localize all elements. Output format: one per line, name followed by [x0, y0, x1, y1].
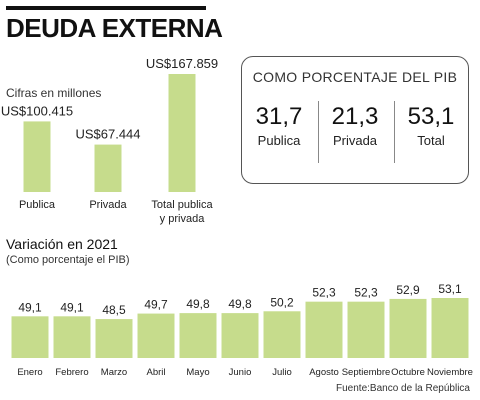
- value-label: 48,5: [102, 303, 126, 317]
- category-label: Publica: [19, 199, 56, 211]
- category-label: Julio: [272, 367, 292, 378]
- value-label: 49,1: [18, 300, 42, 314]
- category-label: Enero: [17, 367, 42, 378]
- monthly-bar-chart: 49,1 Enero 49,1 Febrero 48,5 Marzo 49,7 Abril 49…: [11, 282, 473, 378]
- category-label: Agosto: [309, 367, 339, 378]
- monthly-note: (Como porcentaje el PIB): [6, 254, 130, 266]
- value-label: 49,8: [228, 297, 252, 311]
- category-label: y privada: [160, 213, 206, 225]
- category-label: Junio: [229, 367, 252, 378]
- percent-label: Publica: [257, 133, 301, 148]
- bar: [137, 313, 175, 358]
- value-label: US$167.859: [146, 56, 218, 71]
- bar: [11, 316, 49, 358]
- bar: [347, 301, 385, 358]
- percent-of-gdp-box: COMO PORCENTAJE DEL PIB 31,7 Publica 21,…: [241, 56, 469, 184]
- category-label: Octubre: [391, 367, 425, 378]
- category-label: Privada: [89, 199, 127, 211]
- category-label: Abril: [146, 367, 165, 378]
- bar: [305, 301, 343, 358]
- source-note: Fuente:Banco de la República: [336, 383, 470, 394]
- bar: [431, 298, 469, 358]
- bar: [221, 313, 259, 358]
- category-label: Febrero: [55, 367, 88, 378]
- value-label: 52,3: [354, 286, 378, 300]
- category-label: Noviembre: [427, 367, 473, 378]
- value-label: 50,2: [270, 295, 294, 309]
- monthly-title: Variación en 2021: [6, 236, 118, 252]
- value-label: 49,1: [60, 300, 84, 314]
- debt-bar-chart: US$100.415 Publica US$67.444 Privada US$167.…: [1, 56, 218, 225]
- bar: [389, 298, 427, 358]
- page-title: DEUDA EXTERNA: [6, 13, 223, 43]
- value-label: 53,1: [438, 282, 462, 296]
- category-label: Marzo: [101, 367, 127, 378]
- bar: [53, 316, 91, 358]
- category-label: Total publica: [151, 199, 213, 211]
- percent-divider: [318, 101, 319, 163]
- percent-item-publica: 31,7 Publica: [242, 103, 316, 148]
- bar: [168, 74, 196, 192]
- value-label: 49,7: [144, 298, 168, 312]
- value-label: 49,8: [186, 297, 210, 311]
- percent-item-privada: 21,3 Privada: [318, 103, 392, 148]
- value-label: 52,9: [396, 283, 420, 297]
- value-label: US$100.415: [1, 103, 73, 118]
- bar: [23, 121, 51, 192]
- percent-value: 53,1: [407, 103, 455, 130]
- percent-label: Privada: [332, 133, 378, 148]
- units-note: Cifras en millones: [6, 86, 102, 100]
- percent-value: 31,7: [255, 103, 303, 130]
- bar: [179, 313, 217, 358]
- percent-box-title: COMO PORCENTAJE DEL PIB: [252, 69, 458, 85]
- value-label: US$67.444: [75, 127, 140, 142]
- title-rule: [6, 6, 206, 10]
- percent-item-total: 53,1 Total: [394, 103, 468, 148]
- percent-label: Total: [417, 133, 445, 148]
- bar: [263, 311, 301, 358]
- bar: [95, 319, 133, 358]
- percent-divider: [394, 101, 395, 163]
- category-label: Mayo: [186, 367, 209, 378]
- bar: [94, 144, 122, 192]
- percent-value: 21,3: [331, 103, 379, 130]
- category-label: Septiembre: [342, 367, 391, 378]
- value-label: 52,3: [312, 286, 336, 300]
